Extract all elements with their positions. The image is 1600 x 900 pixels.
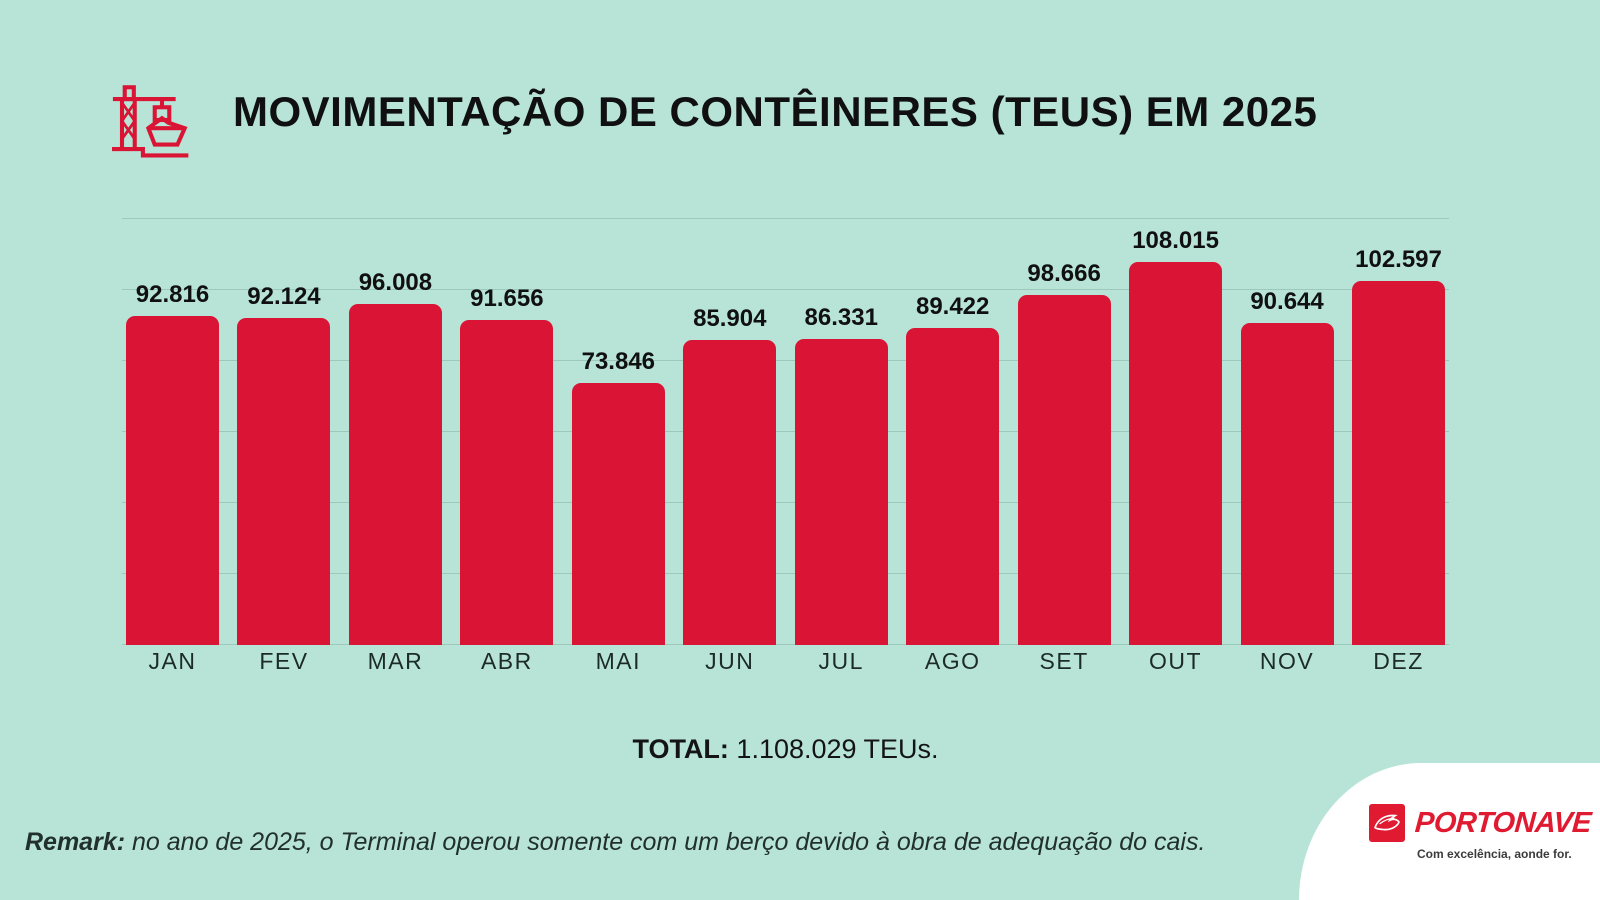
x-label-abr: ABR (480, 648, 533, 674)
total-label: TOTAL: (632, 734, 729, 764)
gridline (122, 218, 1449, 219)
bar-value-out: 108.015 (1132, 226, 1219, 254)
bar-value-set: 98.666 (1027, 259, 1101, 287)
page-title: MOVIMENTAÇÃO DE CONTÊINERES (TEUS) EM 20… (233, 88, 1318, 135)
bar-nov (1240, 323, 1334, 645)
bar-value-jul: 86.331 (804, 303, 878, 331)
gridline (122, 289, 1449, 290)
remark-line: Remark: no ano de 2025, o Terminal opero… (25, 828, 1285, 857)
bar-value-ago: 89.422 (915, 292, 990, 320)
bar-value-mar: 96.008 (358, 269, 433, 297)
ship-logo-icon (1369, 804, 1405, 842)
bar-value-fev: 92.124 (247, 282, 321, 310)
bar-value-jun: 85.904 (693, 305, 767, 333)
total-value: 1.108.029 TEUs. (728, 734, 939, 764)
x-label-out: OUT (1149, 648, 1203, 674)
gridline (122, 644, 1449, 645)
bar-jul (794, 338, 888, 645)
bar-chart: 92.816 92.124 96.008 91.656 73.846 85.904 86.3… (122, 218, 1449, 645)
brand-panel: PORTONAVE Com excelência, aonde for. (1299, 763, 1600, 900)
bar-ago (906, 327, 1000, 645)
x-axis-labels: JAN FEV MAR ABR MAI JUN JUL AGO SET OUT NOV DEZ (126, 648, 1445, 678)
bar-value-nov: 90.644 (1250, 288, 1324, 316)
gridline (122, 502, 1449, 503)
brand-tagline: Com excelência, aonde for. (1417, 847, 1572, 861)
x-label-fev: FEV (259, 648, 309, 674)
bar-out (1129, 261, 1223, 645)
bar-value-mai: 73.846 (581, 347, 656, 375)
x-label-nov: NOV (1259, 648, 1315, 674)
bar-dez (1352, 280, 1445, 645)
remark-label: Remark: (25, 828, 126, 856)
gridline (122, 431, 1449, 432)
gridline (122, 573, 1449, 574)
bar-mai (571, 382, 665, 645)
x-label-dez: DEZ (1373, 648, 1424, 674)
port-crane-ship-icon (112, 85, 189, 158)
x-label-mai: MAI (595, 648, 642, 674)
bar-jan (126, 315, 219, 645)
x-label-mar: MAR (367, 648, 424, 674)
x-label-jun: JUN (705, 648, 755, 674)
bar-fev (237, 317, 331, 645)
remark-text: no ano de 2025, o Terminal operou soment… (125, 828, 1206, 856)
bar-value-jan: 92.816 (135, 280, 210, 308)
x-label-jul: JUL (818, 648, 864, 674)
gridline (122, 360, 1449, 361)
bar-mar (348, 304, 442, 645)
brand-name: PORTONAVE (1413, 806, 1593, 839)
bar-set (1017, 294, 1111, 645)
x-label-set: SET (1039, 648, 1089, 674)
total-line: TOTAL: 1.108.029 TEUs. (126, 734, 1445, 765)
x-label-jan: JAN (148, 648, 197, 674)
brand-logo: PORTONAVE (1369, 803, 1593, 843)
x-label-ago: AGO (924, 648, 981, 674)
bar-abr (460, 319, 554, 645)
bar-jun (683, 340, 777, 645)
bar-value-dez: 102.597 (1355, 245, 1442, 273)
bar-value-abr: 91.656 (470, 284, 544, 312)
